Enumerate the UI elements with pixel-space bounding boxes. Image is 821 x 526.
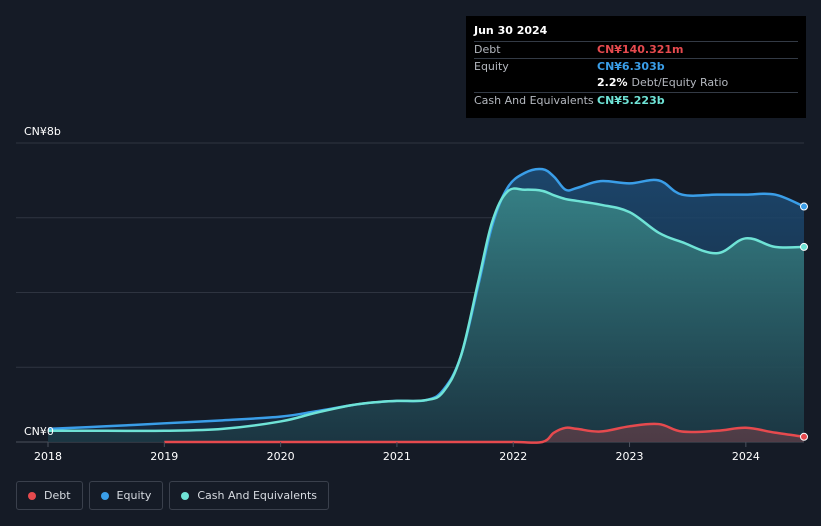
x-axis: 2018 2019 2020 2021 2022 2023 2024	[34, 442, 760, 463]
x-tick-label: 2019	[150, 450, 178, 463]
debt-end-marker	[800, 432, 808, 441]
legend-item-equity[interactable]: Equity	[88, 481, 164, 510]
debt-line	[164, 422, 805, 444]
tooltip-date: Jun 30 2024	[474, 24, 548, 37]
x-tick-label: 2022	[499, 450, 527, 463]
legend-item-debt[interactable]: Debt	[16, 481, 83, 510]
series-lines	[47, 167, 805, 444]
tooltip-ratio-value: 2.2%	[597, 76, 628, 89]
tooltip-panel: Jun 30 2024 Debt CN¥140.321m Equity CN¥6…	[466, 16, 806, 118]
series-areas	[48, 168, 805, 443]
end-markers	[800, 202, 808, 441]
legend-cash-label: Cash And Equivalents	[197, 489, 317, 502]
debt-dot-icon	[28, 491, 36, 500]
cash-line	[48, 187, 805, 433]
x-tick-label: 2021	[383, 450, 411, 463]
legend-item-cash[interactable]: Cash And Equivalents	[169, 481, 329, 510]
tooltip-ratio-label: Debt/Equity Ratio	[631, 76, 729, 89]
x-tick-label: 2024	[732, 450, 760, 463]
tooltip-cash-label: Cash And Equivalents	[474, 94, 594, 107]
tooltip-equity-value: CN¥6.303b	[597, 60, 665, 73]
tooltip-row-debt: Debt CN¥140.321m	[474, 41, 798, 58]
tooltip-cash-value: CN¥5.223b	[597, 94, 665, 107]
cash-end-marker	[800, 242, 808, 251]
legend: Debt Equity Cash And Equivalents	[16, 481, 329, 510]
y-axis: CN¥8b CN¥0	[24, 125, 61, 438]
legend-equity-label: Equity	[116, 489, 152, 502]
tooltip-row-equity: Equity CN¥6.303b	[474, 58, 798, 75]
tooltip-debt-value: CN¥140.321m	[597, 43, 684, 56]
equity-end-marker	[800, 202, 808, 211]
y-tick-label-top: CN¥8b	[24, 125, 61, 138]
x-tick-label: 2020	[267, 450, 295, 463]
equity-dot-icon	[100, 491, 109, 500]
y-tick-label-zero: CN¥0	[24, 425, 54, 438]
x-tick-label: 2018	[34, 450, 62, 463]
x-tick-label: 2023	[616, 450, 644, 463]
debt-area	[164, 423, 805, 443]
tooltip-row-ratio: 2.2% Debt/Equity Ratio	[474, 75, 798, 92]
tooltip-row-cash: Cash And Equivalents CN¥5.223b	[474, 92, 798, 109]
tooltip-debt-label: Debt	[474, 43, 501, 56]
cash-dot-icon	[181, 491, 190, 500]
cash-area	[48, 188, 804, 442]
legend-debt-label: Debt	[44, 489, 71, 502]
tooltip-equity-label: Equity	[474, 60, 509, 73]
